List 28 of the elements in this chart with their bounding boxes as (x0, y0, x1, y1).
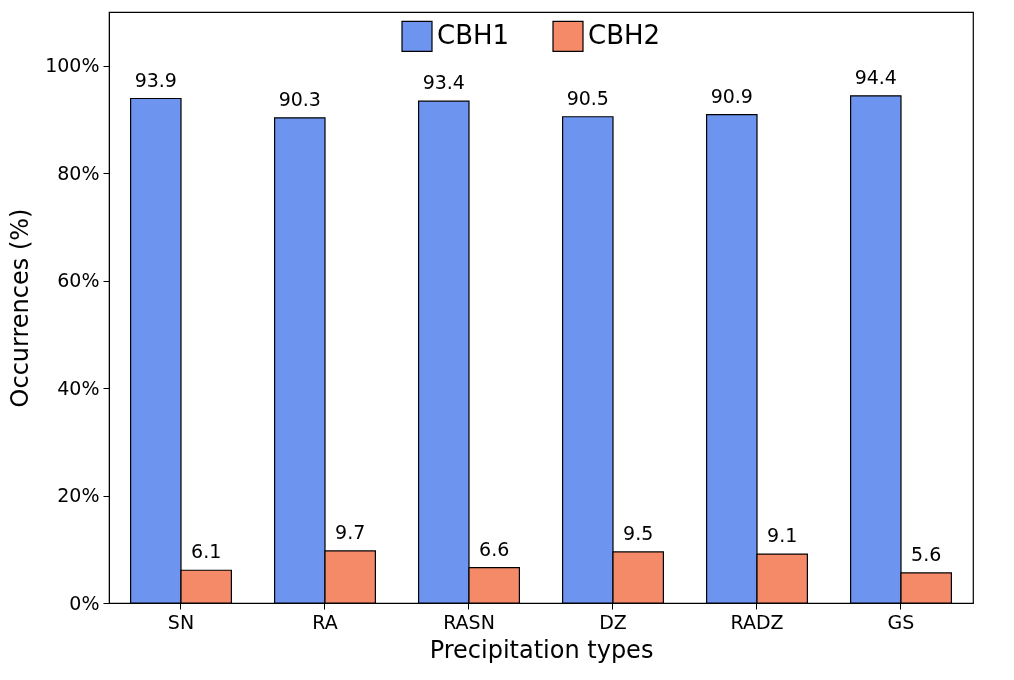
x-tick-label: RASN (443, 610, 495, 633)
y-tick-label: 60% (57, 269, 100, 292)
data-label: 6.1 (191, 540, 222, 563)
y-tick-label: 20% (57, 484, 100, 507)
data-label: 90.9 (710, 84, 753, 107)
data-label: 5.6 (911, 542, 942, 565)
data-label: 90.3 (278, 87, 321, 110)
y-tick-label: 100% (45, 54, 100, 77)
data-label: 9.5 (623, 521, 654, 544)
y-axis-title: Occurrences (%) (6, 208, 35, 408)
data-label: 93.9 (134, 68, 177, 91)
x-axis-title: Precipitation types (429, 635, 654, 664)
x-tick-label: DZ (599, 610, 627, 633)
legend-label: CBH2 (588, 20, 661, 51)
x-tick-label: GS (887, 610, 915, 633)
x-tick-label: SN (167, 610, 195, 633)
x-tick-label: RADZ (730, 610, 784, 633)
y-tick-label: 80% (57, 161, 100, 184)
data-label: 6.6 (479, 537, 510, 560)
y-tick-label: 0% (69, 591, 100, 614)
y-tick-label: 40% (57, 376, 100, 399)
data-label: 9.1 (767, 524, 798, 547)
data-label: 93.4 (422, 71, 465, 94)
data-label: 90.5 (566, 86, 609, 109)
data-label: 9.7 (335, 520, 366, 543)
legend-label: CBH1 (437, 20, 510, 51)
x-tick-label: RA (312, 610, 338, 633)
data-label: 94.4 (854, 65, 897, 88)
